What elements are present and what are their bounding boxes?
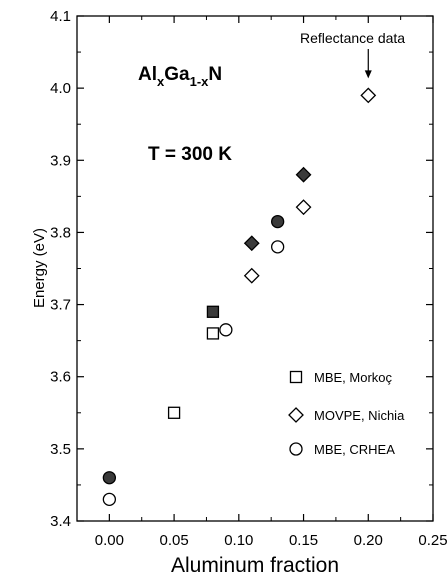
y-tick-label: 3.5 (50, 441, 71, 458)
y-tick-label: 4.1 (50, 8, 71, 25)
diamond-marker-filled (295, 166, 312, 183)
circle-marker-open (219, 323, 233, 337)
x-tick-label: 0.00 (95, 532, 124, 549)
legend: MBE, Morkoç MOVPE, Nichia MBE, CRHEA (288, 370, 405, 457)
circle-marker-open (102, 492, 117, 507)
y-tick-label: 3.4 (50, 513, 71, 530)
y-tick-label: 3.7 (50, 297, 71, 314)
material-formula: AlxGa1-xN (138, 64, 222, 89)
data-points (102, 87, 377, 507)
x-axis-ticks: 0.00 0.05 0.10 0.15 0.20 0.25 (95, 16, 448, 549)
legend-label: MBE, Morkoç (314, 370, 393, 385)
x-tick-label: 0.25 (418, 532, 447, 549)
x-tick-label: 0.10 (224, 532, 253, 549)
diamond-marker-open (243, 267, 260, 284)
legend-square-marker (289, 370, 303, 384)
x-tick-label: 0.05 (159, 532, 188, 549)
circle-marker-filled (102, 471, 117, 485)
legend-circle-marker (289, 442, 303, 456)
square-marker-filled (206, 305, 220, 318)
temperature-label: T = 300 K (148, 144, 232, 165)
circle-marker-filled (271, 214, 285, 229)
x-tick-label: 0.20 (354, 532, 383, 549)
diamond-marker-open (360, 87, 377, 104)
y-axis-label: Energy (eV) (31, 228, 48, 308)
y-axis-ticks: 3.4 3.5 3.6 3.7 3.8 3.9 4.0 4.1 (50, 8, 433, 530)
square-marker-open (206, 327, 220, 340)
reflectance-label: Reflectance data (300, 30, 405, 46)
y-tick-label: 4.0 (50, 80, 71, 97)
y-tick-label: 3.8 (50, 224, 71, 241)
legend-diamond-marker (288, 407, 304, 423)
x-tick-label: 0.15 (289, 532, 318, 549)
diamond-marker-open (295, 199, 312, 216)
legend-label: MBE, CRHEA (314, 442, 395, 457)
diamond-marker-filled (243, 235, 260, 252)
y-tick-label: 3.9 (50, 152, 71, 169)
square-marker-open (167, 406, 181, 419)
reflectance-arrow-head (364, 70, 372, 79)
x-axis-label: Aluminum fraction (171, 554, 339, 577)
legend-label: MOVPE, Nichia (314, 408, 405, 423)
circle-marker-open (271, 240, 285, 254)
y-tick-label: 3.6 (50, 369, 71, 386)
